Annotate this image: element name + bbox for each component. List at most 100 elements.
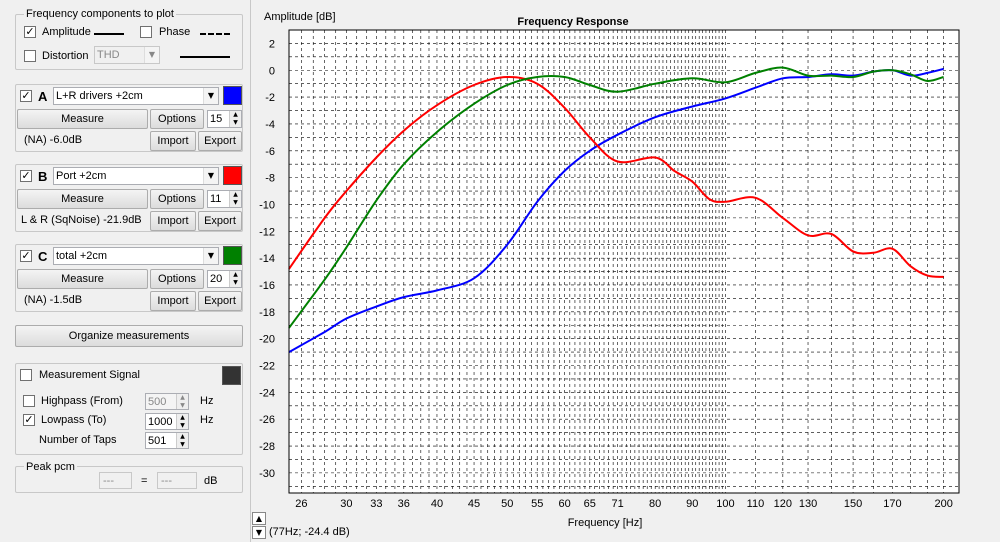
peak-right-field: --- xyxy=(157,472,197,489)
measurement-a-export-button[interactable]: Export xyxy=(198,131,242,151)
measurement-b-options-button[interactable]: Options xyxy=(150,189,204,209)
spin-up-icon[interactable]: ▲ xyxy=(229,111,241,119)
measurement-a-options-button[interactable]: Options xyxy=(150,109,204,129)
x-tick-label: 40 xyxy=(431,498,443,510)
measurement-b-import-button[interactable]: Import xyxy=(150,211,196,231)
measurement-b-checkbox[interactable]: ✓ xyxy=(20,169,32,182)
y-tick-label: -30 xyxy=(259,468,275,480)
y-tick-label: -24 xyxy=(259,387,275,399)
amplitude-checkbox[interactable]: ✓ xyxy=(24,25,36,38)
peak-equals: = xyxy=(141,475,148,487)
measurement-c-color-swatch[interactable] xyxy=(223,246,242,265)
plot-border xyxy=(288,29,960,494)
frequency-response-chart[interactable]: Amplitude [dB] Frequency Response Freque… xyxy=(251,0,1000,542)
chevron-down-icon: ▼ xyxy=(203,168,218,184)
measurement-a-smoothing-value: 15 xyxy=(210,113,223,125)
phase-line-style-icon xyxy=(200,33,230,35)
number-of-taps-stepper[interactable]: 501 ▲ ▼ xyxy=(145,432,189,449)
measurement-signal-checkbox[interactable] xyxy=(20,369,32,381)
measurement-a-smoothing-stepper[interactable]: 15 ▲ ▼ xyxy=(207,110,242,128)
x-axis-label: Frequency [Hz] xyxy=(568,517,643,529)
measurement-c-select[interactable]: total +2cm ▼ xyxy=(53,247,219,265)
measurement-b-panel xyxy=(15,164,243,232)
measurement-a-panel xyxy=(15,84,243,152)
x-tick-label: 45 xyxy=(468,498,480,510)
phase-checkbox[interactable] xyxy=(140,26,152,38)
spin-up-icon[interactable]: ▲ xyxy=(176,414,188,422)
y-tick-label: -12 xyxy=(259,226,275,238)
x-tick-label: 100 xyxy=(716,498,734,510)
scroll-up-button[interactable]: ▲ xyxy=(252,512,266,525)
distortion-label: Distortion xyxy=(42,50,89,62)
measurement-a-checkbox[interactable]: ✓ xyxy=(20,89,32,102)
y-tick-label: -14 xyxy=(259,253,275,265)
highpass-checkbox[interactable] xyxy=(23,395,35,407)
y-tick-label: -22 xyxy=(259,361,275,373)
measurement-b-export-button[interactable]: Export xyxy=(198,211,242,231)
spin-up-icon[interactable]: ▲ xyxy=(176,433,188,441)
frequency-components-title: Frequency components to plot xyxy=(24,8,176,20)
measurement-b-select[interactable]: Port +2cm ▼ xyxy=(53,167,219,185)
distortion-checkbox[interactable] xyxy=(24,50,36,62)
organize-measurements-button[interactable]: Organize measurements xyxy=(15,325,243,347)
x-tick-label: 55 xyxy=(531,498,543,510)
measurement-c-import-button[interactable]: Import xyxy=(150,291,196,311)
peak-pcm-title: Peak pcm xyxy=(24,461,77,473)
measurement-a-color-swatch[interactable] xyxy=(223,86,242,105)
y-tick-label: 2 xyxy=(269,38,275,50)
measurement-c-info: (NA) -1.5dB xyxy=(24,294,83,306)
measurement-c-measure-button[interactable]: Measure xyxy=(17,269,148,289)
spin-down-icon[interactable]: ▼ xyxy=(176,421,188,429)
measurement-a-import-button[interactable]: Import xyxy=(150,131,196,151)
measurement-c-smoothing-stepper[interactable]: 20 ▲ ▼ xyxy=(207,270,242,288)
chart-panel: Amplitude [dB] Frequency Response Freque… xyxy=(250,0,1000,542)
spin-up-icon[interactable]: ▲ xyxy=(176,394,188,402)
spin-up-icon[interactable]: ▲ xyxy=(229,191,241,199)
measurement-c-options-button[interactable]: Options xyxy=(150,269,204,289)
measurement-c-checkbox[interactable]: ✓ xyxy=(20,249,32,262)
peak-unit: dB xyxy=(204,475,218,487)
spin-up-icon[interactable]: ▲ xyxy=(229,271,241,279)
x-tick-label: 80 xyxy=(649,498,661,510)
lowpass-stepper[interactable]: 1000 ▲ ▼ xyxy=(145,413,189,430)
measurement-b-name: Port +2cm xyxy=(56,170,107,182)
chevron-down-icon: ▼ xyxy=(144,47,159,63)
spin-down-icon[interactable]: ▼ xyxy=(229,199,241,207)
x-tick-label: 30 xyxy=(340,498,352,510)
y-tick-label: -28 xyxy=(259,441,275,453)
measurement-a-name: L+R drivers +2cm xyxy=(56,90,143,102)
spin-down-icon[interactable]: ▼ xyxy=(176,440,188,448)
cursor-readout: (77Hz; -24.4 dB) xyxy=(269,526,350,538)
x-tick-label: 120 xyxy=(774,498,792,510)
y-tick-label: -2 xyxy=(265,92,275,104)
highpass-stepper[interactable]: 500 ▲ ▼ xyxy=(145,393,189,410)
measurement-b-measure-button[interactable]: Measure xyxy=(17,189,148,209)
measurement-a-measure-button[interactable]: Measure xyxy=(17,109,148,129)
measurement-b-smoothing-stepper[interactable]: 11 ▲ ▼ xyxy=(207,190,242,208)
measurement-signal-label: Measurement Signal xyxy=(39,369,140,381)
spin-down-icon[interactable]: ▼ xyxy=(176,401,188,409)
y-tick-label: -20 xyxy=(259,334,275,346)
measurement-b-color-swatch[interactable] xyxy=(223,166,242,185)
chevron-down-icon: ▼ xyxy=(203,248,218,264)
measurement-c-smoothing-value: 20 xyxy=(210,273,223,285)
lowpass-unit: Hz xyxy=(200,414,214,426)
measurement-c-export-button[interactable]: Export xyxy=(198,291,242,311)
spin-down-icon[interactable]: ▼ xyxy=(229,279,241,287)
amplitude-label: Amplitude xyxy=(42,26,91,38)
x-tick-label: 71 xyxy=(611,498,623,510)
measurement-a-select[interactable]: L+R drivers +2cm ▼ xyxy=(53,87,219,105)
y-tick-label: 0 xyxy=(269,65,275,77)
lowpass-label: Lowpass (To) xyxy=(41,414,107,426)
spin-down-icon[interactable]: ▼ xyxy=(229,119,241,127)
y-axis-label: Amplitude [dB] xyxy=(264,11,336,23)
x-tick-label: 60 xyxy=(558,498,570,510)
measurement-c-panel xyxy=(15,244,243,312)
y-tick-label: -8 xyxy=(265,173,275,185)
measurement-signal-color-swatch[interactable] xyxy=(222,366,241,385)
lowpass-checkbox[interactable]: ✓ xyxy=(23,413,35,426)
x-tick-label: 50 xyxy=(501,498,513,510)
distortion-type-select[interactable]: THD ▼ xyxy=(94,46,160,64)
x-tick-label: 26 xyxy=(295,498,307,510)
scroll-down-button[interactable]: ▼ xyxy=(252,526,266,539)
